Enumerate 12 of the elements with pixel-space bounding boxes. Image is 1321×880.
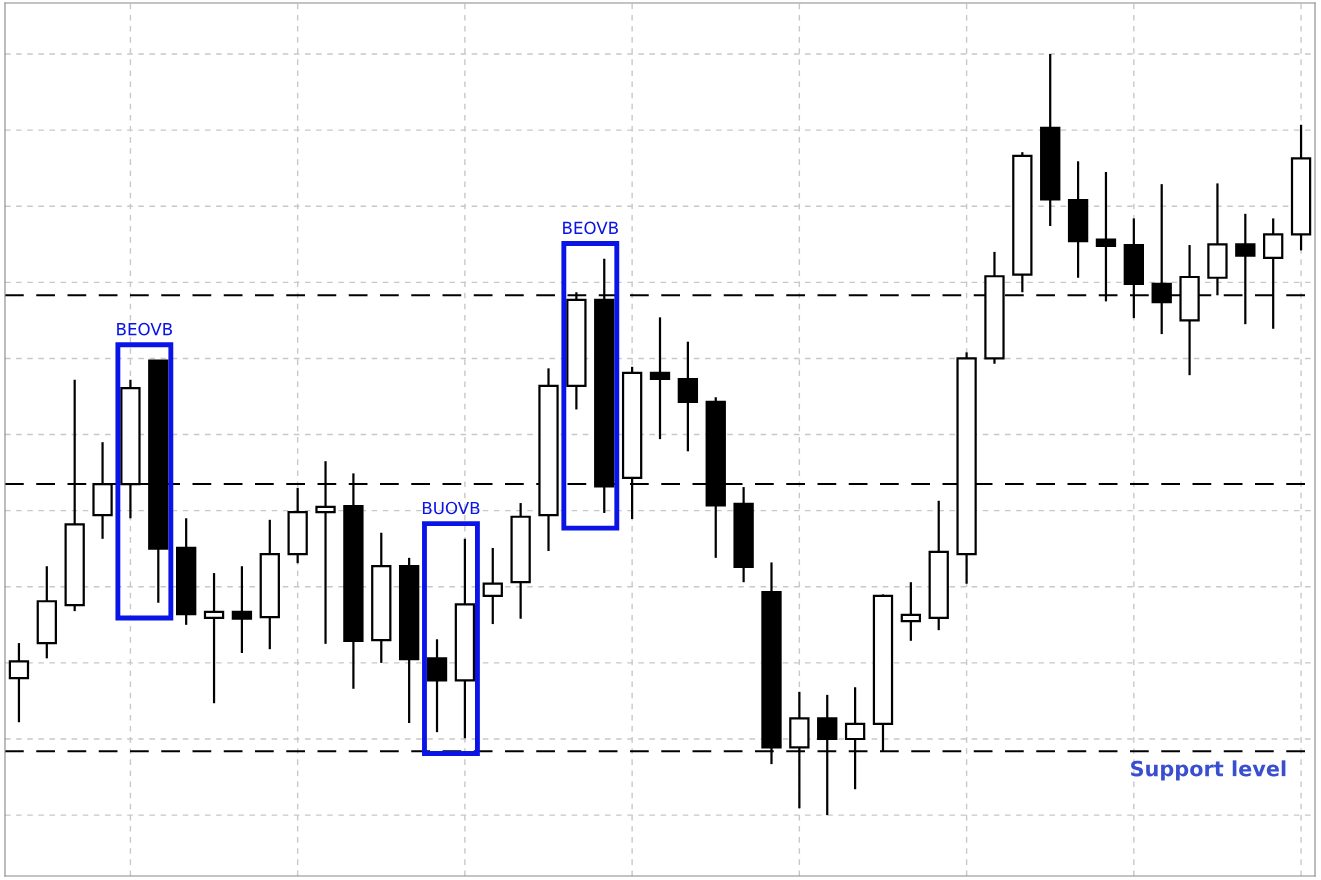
candlestick (482, 546, 503, 626)
candlestick (649, 316, 671, 441)
annotation: BEOVB (117, 322, 172, 336)
candlestick (203, 571, 225, 705)
candlestick (677, 340, 699, 453)
ref-line-label: Support level (1131, 760, 1286, 781)
candlestick (231, 565, 253, 655)
annotation: BEOVB (563, 221, 618, 235)
candlestick (8, 641, 30, 724)
candlestick (900, 581, 922, 642)
candlestick (426, 638, 448, 734)
annotation: BUOVB (422, 501, 480, 515)
